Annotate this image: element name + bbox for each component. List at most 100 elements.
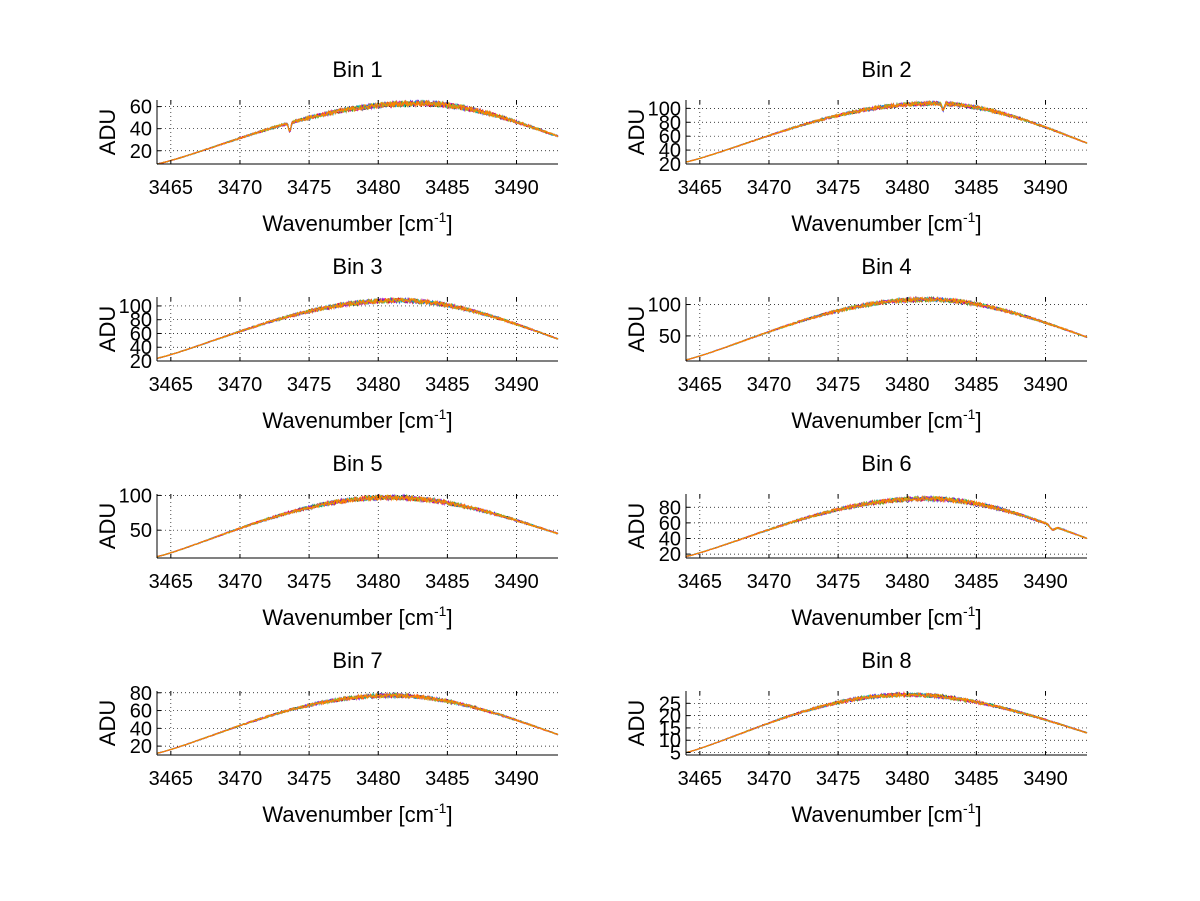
series-line xyxy=(686,100,1088,163)
y-tick-label: 20 xyxy=(130,351,152,373)
y-axis-label: ADU xyxy=(95,306,120,352)
series-line xyxy=(156,493,559,558)
series-line xyxy=(685,295,1088,361)
x-tick-label: 3465 xyxy=(678,177,723,199)
x-tick-label: 3485 xyxy=(425,374,470,396)
x-tick-label: 3470 xyxy=(747,571,792,593)
y-tick-label: 100 xyxy=(119,296,152,318)
y-tick-label: 20 xyxy=(659,154,681,176)
x-tick-label: 3485 xyxy=(425,768,470,790)
x-axis-label-superscript: -1 xyxy=(434,406,447,422)
y-tick-label: 20 xyxy=(659,544,681,566)
y-tick-label: 60 xyxy=(130,97,152,119)
x-axis-label-superscript: -1 xyxy=(963,603,976,619)
series-line xyxy=(685,295,1088,361)
series-line xyxy=(157,692,559,754)
series-line xyxy=(157,297,559,359)
series-line xyxy=(685,691,1088,753)
x-tick-label: 3475 xyxy=(287,571,332,593)
series-line xyxy=(156,297,558,359)
series-line xyxy=(685,691,1088,754)
series-line xyxy=(156,692,559,754)
x-tick-label: 3490 xyxy=(494,374,539,396)
y-tick-label: 40 xyxy=(659,528,681,550)
x-tick-label: 3465 xyxy=(149,768,194,790)
x-tick-label: 3480 xyxy=(885,571,930,593)
x-axis-label-superscript: -1 xyxy=(963,406,976,422)
x-axis-label-text: Wavenumber [cm xyxy=(262,605,434,630)
x-tick-label: 3490 xyxy=(494,177,539,199)
subplot-title: Bin 5 xyxy=(332,451,382,476)
y-axis-label: ADU xyxy=(624,109,649,155)
x-axis-label: Wavenumber [cm-1] xyxy=(262,406,452,433)
series-line xyxy=(685,495,1087,557)
x-tick-label: 3470 xyxy=(747,177,792,199)
y-tick-label: 40 xyxy=(659,140,681,162)
series-line xyxy=(685,494,1088,558)
x-tick-label: 3475 xyxy=(816,374,861,396)
x-axis-label-suffix: ] xyxy=(975,802,981,827)
x-tick-label: 3480 xyxy=(885,768,930,790)
x-tick-label: 3470 xyxy=(218,177,263,199)
series-line xyxy=(685,691,1088,754)
series-line xyxy=(685,295,1088,361)
x-tick-label: 3470 xyxy=(218,374,263,396)
y-tick-label: 80 xyxy=(130,310,152,332)
x-axis-label-superscript: -1 xyxy=(963,800,976,816)
x-axis-label-text: Wavenumber [cm xyxy=(262,211,434,236)
series-line xyxy=(156,692,559,754)
y-tick-label: 100 xyxy=(648,295,681,317)
x-tick-label: 3475 xyxy=(287,768,332,790)
x-axis-label-superscript: -1 xyxy=(434,209,447,225)
subplot-2: Bin 2 ADU 3465 3470 3475 3480 3485 3490 20406080… xyxy=(624,57,1088,236)
series-line xyxy=(685,495,1088,557)
series-line xyxy=(156,692,559,754)
series-line xyxy=(156,692,558,754)
x-axis-label-suffix: ] xyxy=(975,211,981,236)
x-axis-label-suffix: ] xyxy=(446,408,452,433)
subplot-title: Bin 3 xyxy=(332,254,382,279)
x-tick-label: 3470 xyxy=(747,374,792,396)
series-line xyxy=(156,99,559,165)
y-tick-label: 15 xyxy=(659,718,681,740)
x-tick-label: 3470 xyxy=(218,768,263,790)
series-line xyxy=(685,295,1088,361)
subplot-8: Bin 8 ADU 3465 3470 3475 3480 3485 3490 51015202… xyxy=(624,648,1088,827)
series-line xyxy=(156,493,558,557)
subplot-title: Bin 4 xyxy=(861,254,911,279)
series-line xyxy=(685,100,1088,163)
y-tick-label: 100 xyxy=(648,98,681,120)
subplot-6: Bin 6 ADU 3465 3470 3475 3480 3485 3490 20406080… xyxy=(624,451,1088,630)
series-line xyxy=(156,493,559,558)
subplot-7: Bin 7 ADU 3465 3470 3475 3480 3485 3490 20406080… xyxy=(95,648,559,827)
series-line xyxy=(685,101,1088,163)
series-line xyxy=(686,99,1088,163)
y-axis-label: ADU xyxy=(95,109,120,155)
x-axis-label: Wavenumber [cm-1] xyxy=(262,603,452,630)
series-line xyxy=(157,297,559,359)
series-line xyxy=(156,692,559,754)
series-line xyxy=(157,296,559,359)
x-axis-label: Wavenumber [cm-1] xyxy=(791,800,981,827)
x-tick-label: 3490 xyxy=(494,571,539,593)
y-tick-label: 25 xyxy=(659,693,681,715)
x-tick-label: 3485 xyxy=(954,571,999,593)
series-line xyxy=(685,100,1088,163)
y-tick-label: 80 xyxy=(130,683,152,705)
series-line xyxy=(685,495,1088,557)
series-line xyxy=(685,691,1088,754)
x-axis-label: Wavenumber [cm-1] xyxy=(791,603,981,630)
x-tick-label: 3465 xyxy=(149,177,194,199)
x-axis-label: Wavenumber [cm-1] xyxy=(791,209,981,236)
x-tick-label: 3475 xyxy=(816,571,861,593)
x-axis-label-text: Wavenumber [cm xyxy=(262,408,434,433)
subplot-title: Bin 7 xyxy=(332,648,382,673)
x-tick-label: 3470 xyxy=(747,768,792,790)
x-tick-label: 3480 xyxy=(885,374,930,396)
series-line xyxy=(156,297,559,359)
series-line xyxy=(156,494,559,558)
y-tick-label: 80 xyxy=(659,112,681,134)
x-tick-label: 3485 xyxy=(425,177,470,199)
y-tick-label: 100 xyxy=(119,485,152,507)
